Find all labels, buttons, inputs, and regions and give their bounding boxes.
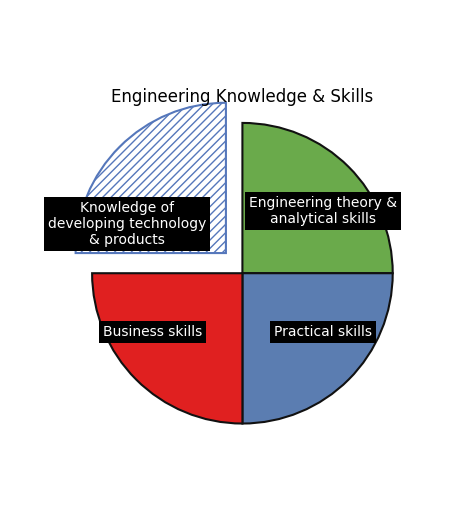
- Wedge shape: [76, 103, 226, 253]
- Text: Engineering theory &
analytical skills: Engineering theory & analytical skills: [249, 196, 397, 226]
- Wedge shape: [242, 273, 393, 423]
- Text: Knowledge of
developing technology
& products: Knowledge of developing technology & pro…: [48, 201, 206, 247]
- Text: Business skills: Business skills: [103, 325, 202, 339]
- Text: Engineering Knowledge & Skills: Engineering Knowledge & Skills: [111, 88, 374, 106]
- Wedge shape: [92, 273, 242, 423]
- Text: Practical skills: Practical skills: [274, 325, 372, 339]
- Wedge shape: [242, 123, 393, 273]
